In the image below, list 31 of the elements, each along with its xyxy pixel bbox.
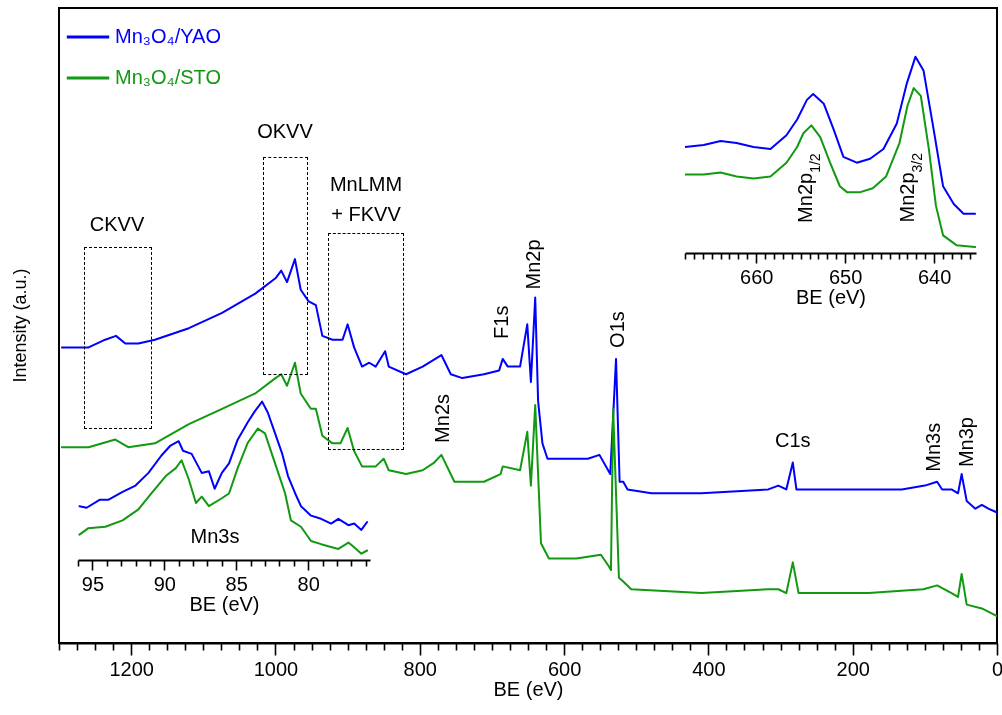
annotation: Mn2s bbox=[431, 393, 454, 443]
x-tick-label: 1200 bbox=[109, 657, 154, 680]
x-tick-label: 800 bbox=[403, 657, 437, 680]
x-tick-label: 95 bbox=[81, 572, 105, 595]
annotation: Mn2p bbox=[522, 239, 545, 290]
x-axis-title: BE (eV) bbox=[189, 592, 260, 615]
annotation: O1s bbox=[606, 311, 629, 348]
annotation: Mn3s bbox=[190, 525, 240, 547]
y-axis-title: Intensity (a.u.) bbox=[10, 268, 30, 383]
legend-label: Mn₃O₄/YAO bbox=[115, 25, 221, 47]
x-tick-label: 1000 bbox=[253, 657, 299, 680]
annotation: Mn3s bbox=[922, 422, 945, 472]
x-tick-label: 660 bbox=[740, 265, 774, 288]
x-tick-label: 0 bbox=[991, 657, 1002, 680]
x-tick-label: 80 bbox=[297, 572, 320, 595]
x-tick-label: 650 bbox=[829, 265, 863, 288]
text: MnLMM + FKVV bbox=[329, 173, 403, 225]
x-tick-label: 640 bbox=[917, 265, 952, 288]
x-tick-label: 200 bbox=[836, 657, 870, 680]
x-tick-label: 600 bbox=[547, 657, 582, 680]
annotation: F1s bbox=[489, 305, 512, 339]
x-axis-title: BE (eV) bbox=[795, 285, 867, 308]
x-tick-label: 90 bbox=[153, 572, 176, 595]
annotation: Mn3p bbox=[954, 417, 977, 468]
x-tick-label: 400 bbox=[692, 657, 726, 680]
x-tick-label: 85 bbox=[225, 572, 248, 595]
annotation: C1s bbox=[775, 428, 811, 451]
text: CKVV bbox=[89, 213, 145, 235]
text: OKVV bbox=[257, 120, 314, 142]
legend-label: Mn₃O₄/STO bbox=[115, 66, 221, 88]
x-axis-title: BE (eV) bbox=[493, 677, 564, 700]
